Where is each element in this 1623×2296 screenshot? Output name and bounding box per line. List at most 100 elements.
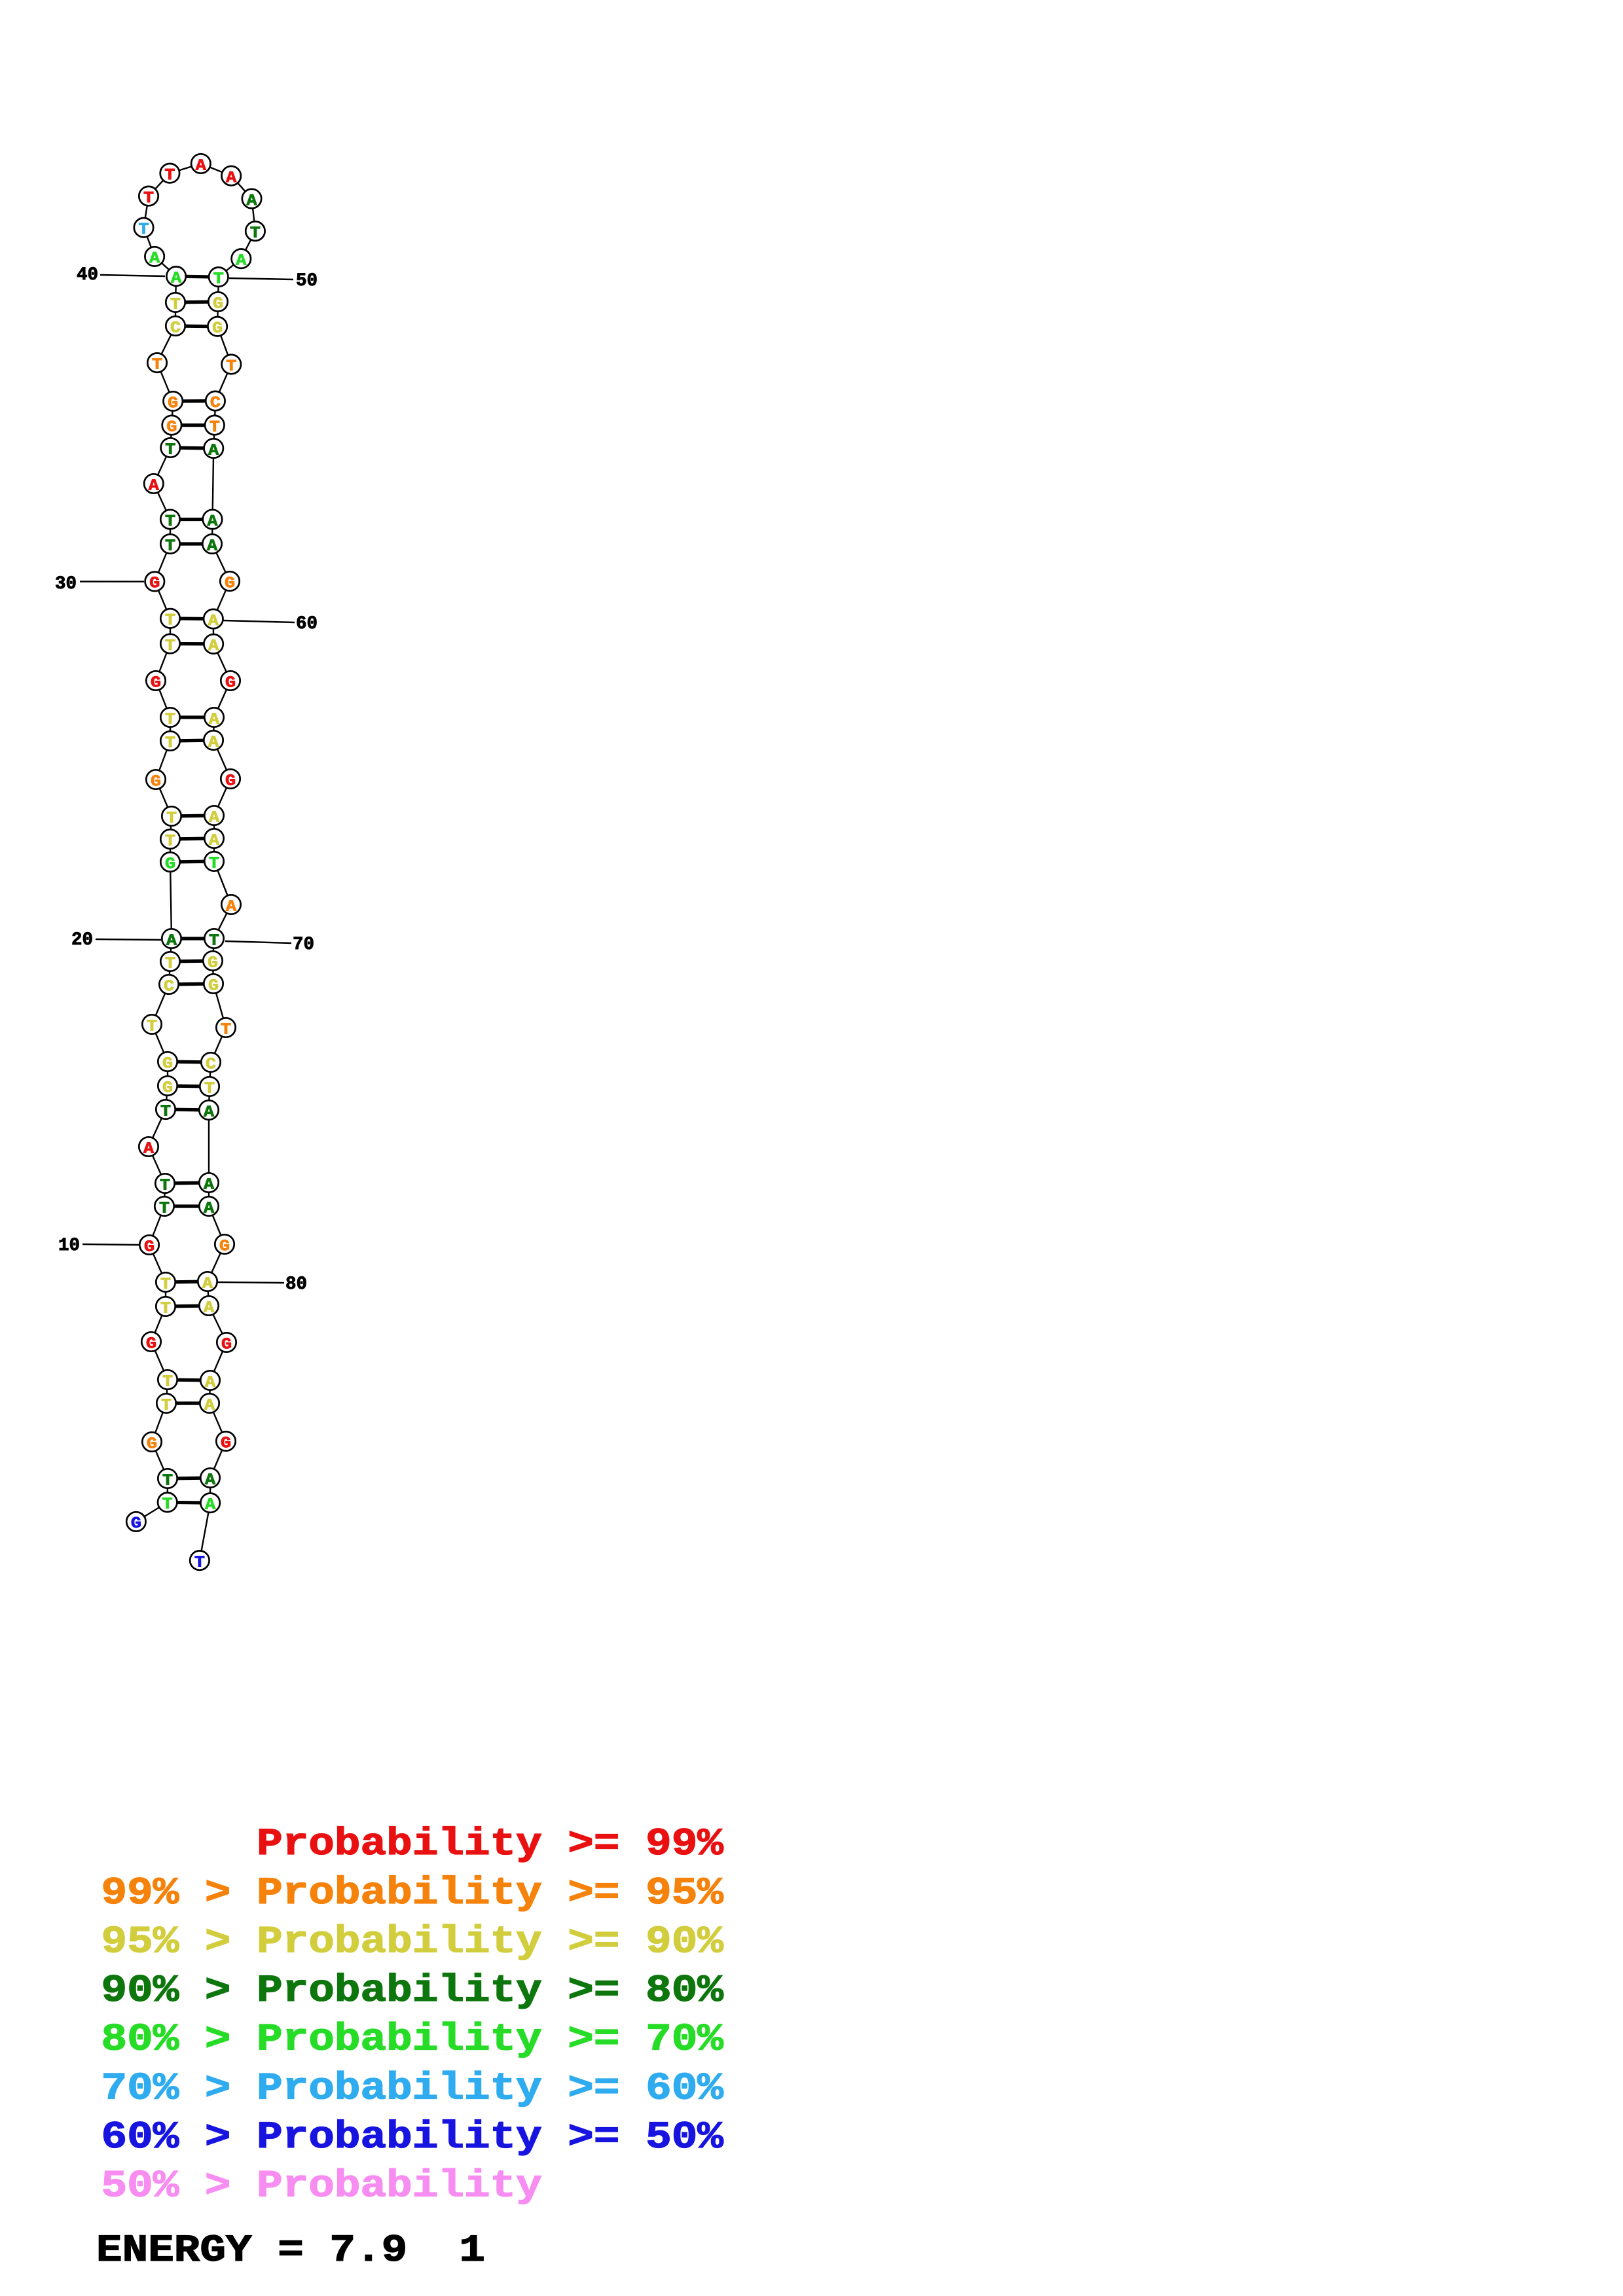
svg-text:C: C [206,1056,216,1073]
svg-text:T: T [194,1554,205,1571]
svg-text:T: T [159,1200,170,1217]
svg-text:A: A [226,170,236,187]
svg-text:70% > Probability >= 60%: 70% > Probability >= 60% [101,2068,724,2110]
svg-text:T: T [139,221,149,239]
svg-text:A: A [204,1200,214,1217]
svg-text:A: A [208,442,219,459]
svg-text:A: A [204,1176,214,1194]
svg-text:60% > Probability >= 50%: 60% > Probability >= 50% [101,2117,724,2159]
svg-text:T: T [165,734,175,752]
svg-text:T: T [147,1018,157,1035]
svg-text:G: G [166,419,177,437]
svg-text:T: T [210,419,220,437]
svg-text:G: G [212,320,223,338]
svg-text:T: T [161,1397,172,1414]
svg-text:T: T [160,1103,171,1121]
svg-text:T: T [162,1373,173,1391]
svg-text:G: G [225,674,236,692]
svg-text:C: C [170,319,181,337]
svg-text:G: G [221,1336,232,1354]
svg-text:T: T [164,167,175,185]
svg-text:G: G [221,1435,231,1452]
svg-text:ENERGY = 7.9 1: ENERGY = 7.9 1 [96,2230,485,2272]
svg-text:G: G [144,1238,155,1256]
svg-text:99% > Probability >= 95%: 99% > Probability >= 95% [101,1873,724,1915]
svg-text:T: T [250,224,261,242]
svg-text:T: T [204,1080,215,1098]
svg-text:A: A [226,898,236,916]
svg-text:T: T [162,1472,173,1490]
svg-text:T: T [162,1496,173,1514]
svg-text:40: 40 [77,265,98,285]
svg-text:A: A [204,1397,215,1414]
svg-text:G: G [146,1335,156,1353]
svg-text:A: A [236,253,246,270]
svg-text:G: G [165,855,175,873]
svg-text:T: T [209,932,219,950]
svg-text:G: G [162,1079,173,1097]
svg-text:G: G [151,773,161,791]
svg-text:T: T [165,711,175,728]
svg-text:A: A [204,1103,214,1121]
svg-text:G: G [213,295,223,313]
svg-text:G: G [168,395,178,412]
svg-text:60: 60 [296,614,318,634]
svg-text:20: 20 [71,930,93,950]
svg-text:T: T [166,810,177,827]
svg-text:90% > Probability >= 80%: 90% > Probability >= 80% [101,1970,724,2013]
svg-text:G: G [149,575,160,593]
svg-text:A: A [209,711,219,728]
svg-text:A: A [207,537,217,555]
svg-text:C: C [164,978,174,996]
svg-text:T: T [160,1177,170,1194]
svg-text:A: A [209,809,219,827]
svg-text:G: G [208,954,218,972]
svg-text:A: A [208,734,219,751]
svg-text:T: T [226,358,236,376]
svg-text:G: G [208,977,219,995]
svg-text:T: T [165,612,175,630]
svg-text:10: 10 [58,1236,80,1256]
svg-text:A: A [143,1140,154,1158]
svg-text:50: 50 [296,271,318,291]
svg-text:T: T [160,1276,171,1293]
svg-text:T: T [209,855,219,872]
svg-text:A: A [166,932,177,950]
svg-text:95% > Probability >= 90%: 95% > Probability >= 90% [101,1922,724,1964]
svg-text:A: A [149,250,160,268]
svg-text:A: A [205,1471,215,1489]
svg-text:80% > Probability >= 70%: 80% > Probability >= 70% [101,2019,724,2062]
svg-text:50% > Probability: 50% > Probability [101,2166,542,2208]
svg-text:G: G [131,1515,141,1533]
svg-text:70: 70 [293,935,314,955]
svg-text:G: G [219,1238,230,1255]
svg-text:T: T [165,637,175,655]
svg-text:A: A [208,513,218,531]
svg-text:T: T [165,955,175,973]
svg-text:A: A [205,1374,215,1391]
svg-text:A: A [171,270,181,287]
svg-text:T: T [213,271,224,289]
svg-text:80: 80 [285,1274,307,1295]
svg-text:A: A [208,637,219,655]
svg-text:G: G [151,674,161,692]
svg-text:T: T [160,1300,171,1318]
svg-text:A: A [247,192,257,210]
svg-text:G: G [225,575,235,592]
svg-text:T: T [221,1021,231,1039]
svg-text:T: T [170,296,181,314]
svg-text:A: A [196,157,206,175]
svg-text:T: T [165,441,175,459]
svg-text:A: A [209,832,219,850]
svg-text:T: T [165,537,175,555]
svg-text:T: T [165,833,175,850]
svg-text:C: C [210,395,221,412]
svg-text:T: T [165,513,175,531]
svg-text:Probability >= 99%: Probability >= 99% [101,1823,724,1866]
svg-text:A: A [149,477,159,495]
svg-text:A: A [205,1497,215,1515]
svg-text:G: G [162,1055,173,1073]
svg-text:G: G [147,1435,157,1453]
svg-text:A: A [202,1275,213,1293]
svg-text:A: A [204,1299,214,1317]
